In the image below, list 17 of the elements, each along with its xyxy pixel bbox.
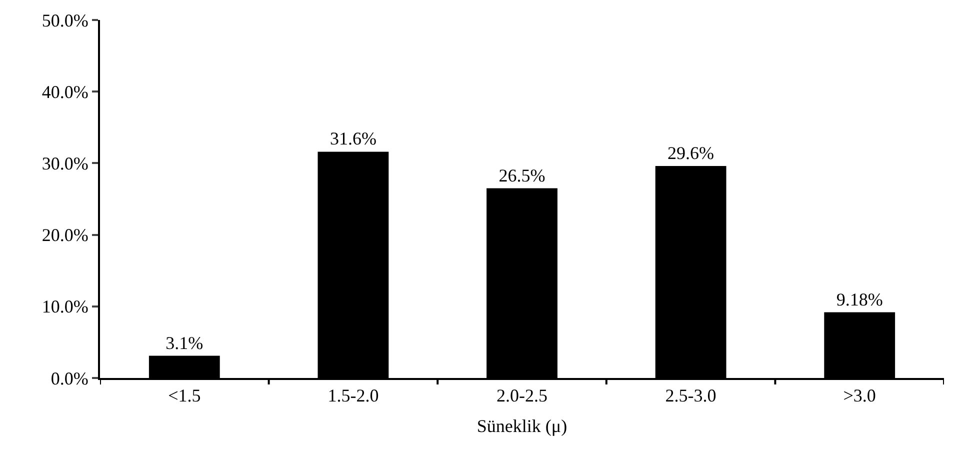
y-tick-label: 20.0% xyxy=(42,225,88,246)
data-label: 3.1% xyxy=(166,332,204,353)
x-tick-label: 1.5-2.0 xyxy=(328,386,379,406)
data-label: 9.18% xyxy=(836,289,883,310)
x-axis-title: Süneklik (μ) xyxy=(476,416,568,436)
data-label: 26.5% xyxy=(498,165,546,186)
x-tick-label: <1.5 xyxy=(168,386,201,406)
y-tick-label: 50.0% xyxy=(42,10,88,30)
y-tick-label: 30.0% xyxy=(42,154,88,174)
x-tick-label: 2.5-3.0 xyxy=(665,386,716,406)
y-tick-label: 10.0% xyxy=(42,296,88,317)
data-label: 31.6% xyxy=(330,128,376,149)
y-tick-label: 0.0% xyxy=(50,368,88,388)
x-tick-label: >3.0 xyxy=(843,386,876,406)
data-label: 29.6% xyxy=(668,143,714,164)
y-tick-label: 40.0% xyxy=(42,82,88,102)
x-tick-label: 2.0-2.5 xyxy=(496,386,548,406)
